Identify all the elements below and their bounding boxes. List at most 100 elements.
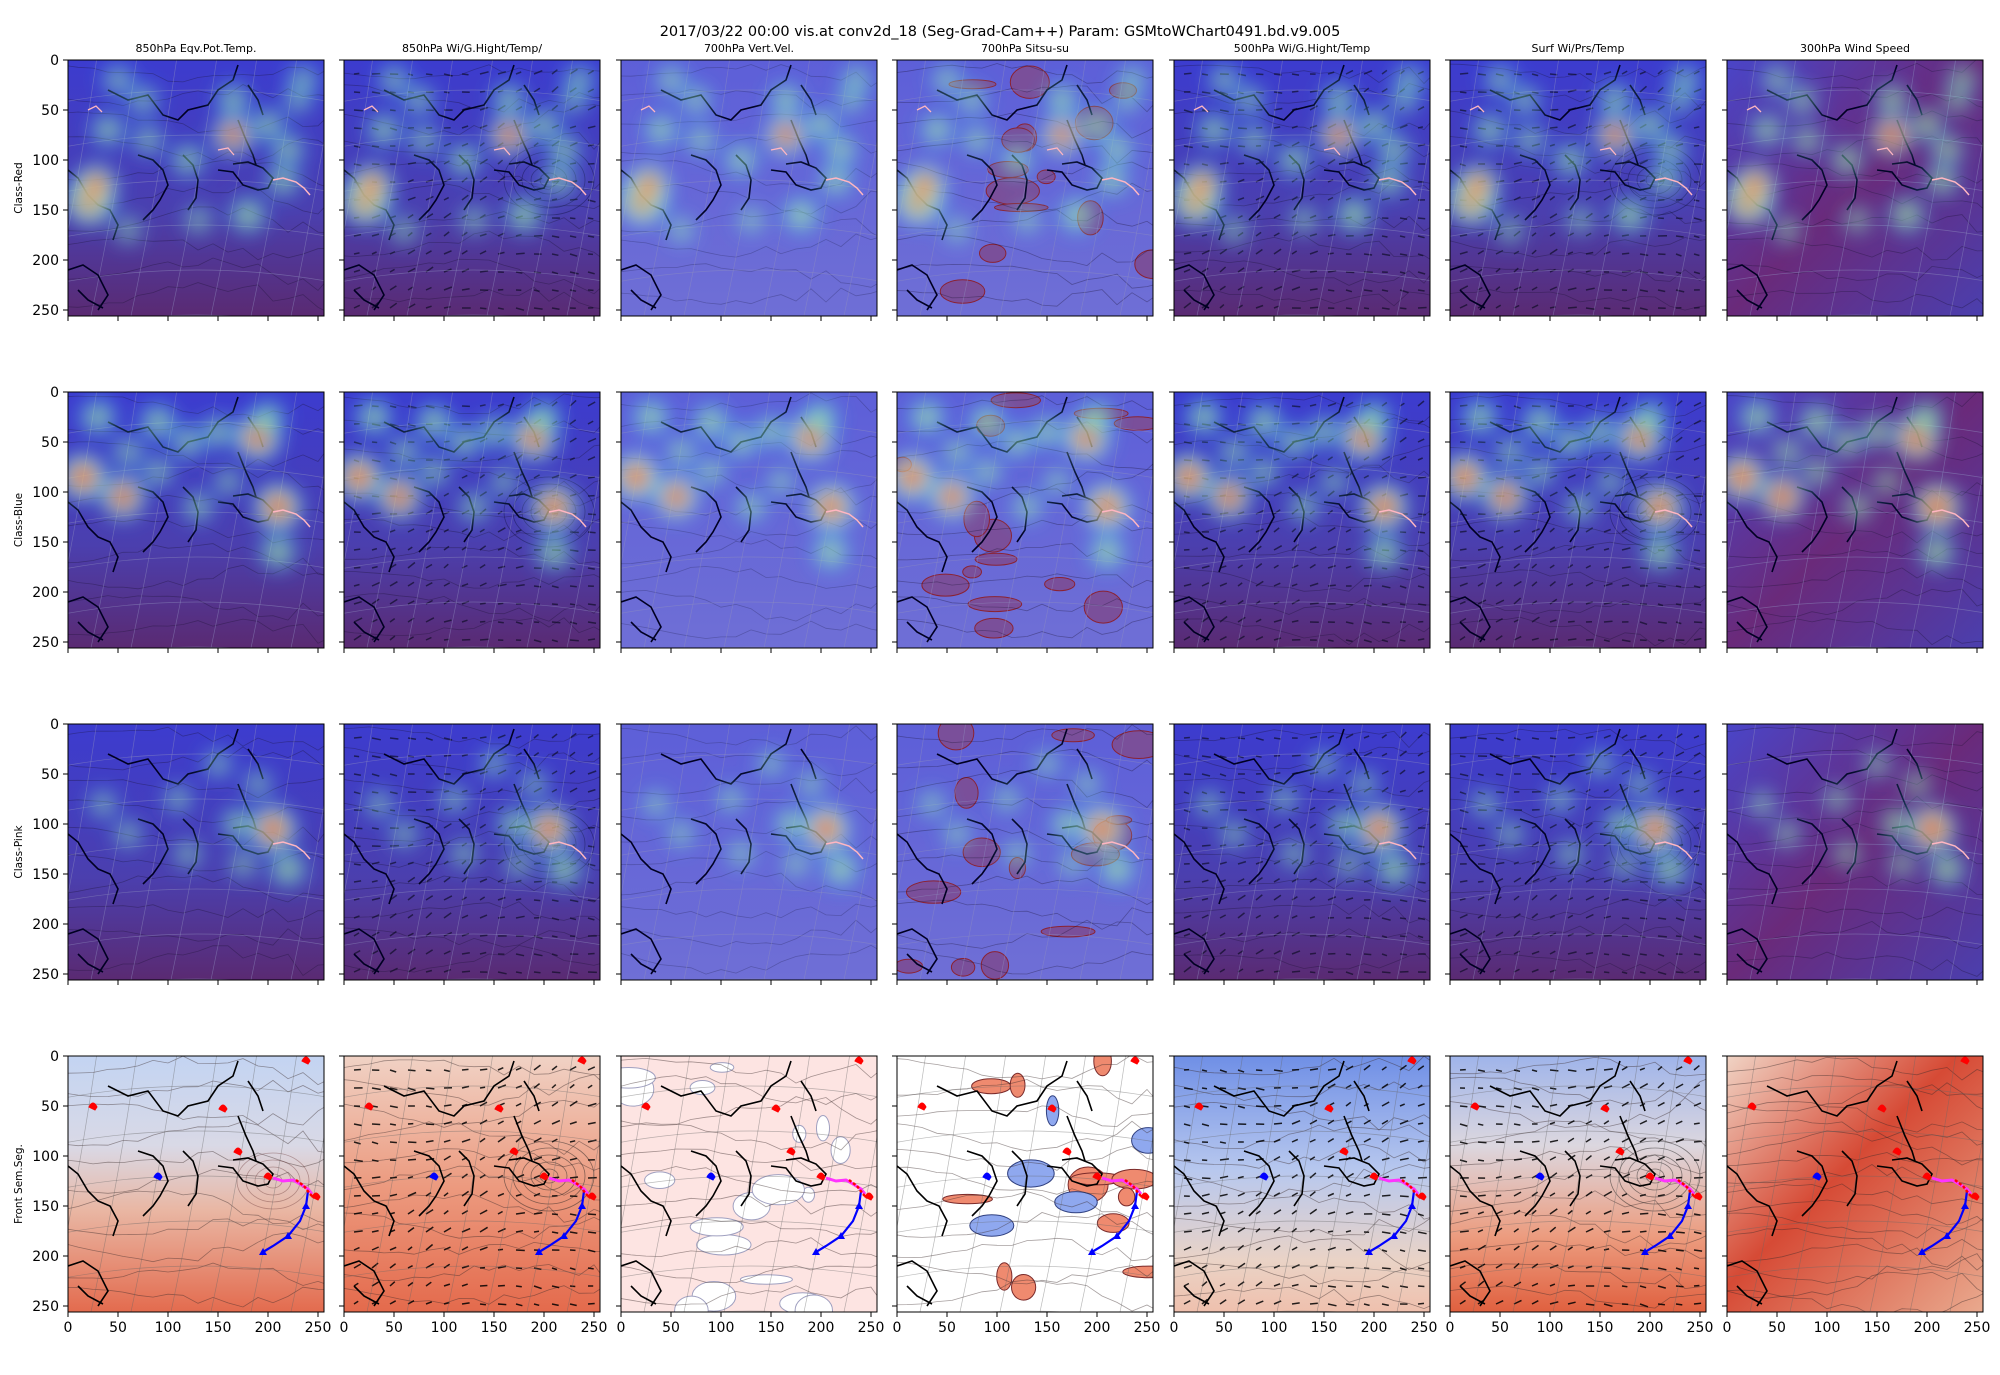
cold-front-marker <box>259 1248 267 1255</box>
blue-front-marker <box>153 1172 163 1181</box>
x-tick-label: 100 <box>1537 1320 1564 1336</box>
x-tick-label: 150 <box>1034 1320 1061 1336</box>
panel: 0 50 100 150 200 250 0 50 100 150 200 250 <box>32 1049 332 1336</box>
column-title: 500hPa Wi/G.Hight/Temp <box>1234 42 1370 55</box>
x-tick-label: 250 <box>305 1320 332 1336</box>
x-tick-label: 200 <box>1914 1320 1941 1336</box>
x-tick-label: 100 <box>155 1320 182 1336</box>
red-front-marker <box>1130 1056 1140 1065</box>
y-tick-label: 250 <box>32 635 59 651</box>
panel <box>616 723 878 985</box>
x-tick-label: 0 <box>1723 1320 1732 1336</box>
cold-front-marker <box>855 1202 863 1209</box>
red-front-marker <box>1645 1172 1655 1181</box>
x-tick-label: 50 <box>1491 1320 1509 1336</box>
red-front-marker <box>1877 1104 1887 1113</box>
row-label: Class-Blue <box>13 493 25 547</box>
cold-front-marker <box>1131 1202 1139 1209</box>
x-tick-label: 200 <box>531 1320 558 1336</box>
x-tick-label: 150 <box>481 1320 508 1336</box>
x-tick-label: 50 <box>938 1320 956 1336</box>
cold-front-marker <box>302 1202 310 1209</box>
cold-front-marker <box>1408 1202 1416 1209</box>
panel-frame <box>620 391 878 649</box>
panel <box>1445 391 1707 653</box>
panel-frame <box>67 1055 325 1313</box>
x-tick-label: 200 <box>808 1320 835 1336</box>
y-tick-label: 50 <box>41 767 59 783</box>
panel <box>1169 391 1431 653</box>
panel-frame <box>620 1055 878 1313</box>
figure-title: 2017/03/22 00:00 vis.at conv2d_18 (Seg-G… <box>659 24 1341 40</box>
panel-frame <box>1449 391 1707 649</box>
x-tick-label: 100 <box>984 1320 1011 1336</box>
panel-frame <box>67 391 325 649</box>
cold-front-marker <box>1918 1248 1926 1255</box>
y-tick-label: 0 <box>50 1049 59 1065</box>
panel <box>892 391 1154 653</box>
red-front-marker <box>1062 1147 1072 1156</box>
x-tick-label: 200 <box>1361 1320 1388 1336</box>
panel <box>1445 723 1707 985</box>
x-tick-label: 50 <box>1215 1320 1233 1336</box>
panel-frame <box>1726 723 1984 981</box>
panel <box>339 391 601 653</box>
cold-front-marker <box>284 1232 292 1239</box>
x-tick-label: 200 <box>1084 1320 1111 1336</box>
panel-frame <box>1173 59 1431 317</box>
x-tick-label: 150 <box>758 1320 785 1336</box>
panel-frame <box>896 1055 1154 1313</box>
blue-front-marker <box>982 1172 992 1181</box>
panel-frame <box>620 59 878 317</box>
red-front-marker <box>1615 1147 1625 1156</box>
blue-front-marker <box>1812 1172 1822 1181</box>
warm-front-line <box>825 1176 867 1195</box>
column-title: 700hPa Vert.Vel. <box>704 42 794 55</box>
x-tick-label: 250 <box>1964 1320 1991 1336</box>
panel <box>892 59 1154 321</box>
blue-front-marker <box>429 1172 439 1181</box>
red-front-marker <box>1970 1192 1980 1201</box>
cold-front-marker <box>578 1202 586 1209</box>
cold-front-marker <box>560 1232 568 1239</box>
panel-frame <box>896 723 1154 981</box>
x-tick-label: 50 <box>662 1320 680 1336</box>
panel <box>1169 723 1431 985</box>
red-front-marker <box>1417 1192 1427 1201</box>
blue-front-marker <box>1259 1172 1269 1181</box>
cold-front-marker <box>1666 1232 1674 1239</box>
panel: 0 50 100 150 200 250 <box>1169 1055 1437 1336</box>
red-front-marker <box>771 1104 781 1113</box>
panel: 0 50 100 150 200 250 <box>1445 1055 1713 1336</box>
red-front-marker <box>509 1147 519 1156</box>
y-tick-label: 200 <box>32 917 59 933</box>
panel-frame <box>896 391 1154 649</box>
x-tick-label: 100 <box>708 1320 735 1336</box>
warm-front-line <box>1378 1176 1420 1195</box>
row-label: Class-Pink <box>13 825 25 879</box>
y-tick-label: 150 <box>32 1199 59 1215</box>
column-title: 300hPa Wind Speed <box>1800 42 1910 55</box>
red-front-marker <box>577 1056 587 1065</box>
red-front-marker <box>311 1192 321 1201</box>
red-front-marker <box>364 1102 374 1111</box>
red-front-marker <box>1683 1056 1693 1065</box>
cold-front-marker <box>1641 1248 1649 1255</box>
panel <box>1722 59 1984 321</box>
red-front-marker <box>1339 1147 1349 1156</box>
row-label: Class-Red <box>13 162 25 213</box>
warm-front-line <box>272 1176 314 1195</box>
column-title: 700hPa Sitsu-su <box>981 42 1069 55</box>
red-front-marker <box>1140 1192 1150 1201</box>
red-front-marker <box>1369 1172 1379 1181</box>
cold-front-marker <box>812 1248 820 1255</box>
y-tick-label: 250 <box>32 1299 59 1315</box>
x-tick-label: 50 <box>385 1320 403 1336</box>
panel <box>1445 59 1707 321</box>
panel-frame <box>896 59 1154 317</box>
panel-frame <box>1173 391 1431 649</box>
red-front-marker <box>88 1102 98 1111</box>
panel-frame <box>343 59 601 317</box>
y-tick-label: 100 <box>32 817 59 833</box>
panel: 0 50 100 150 200 250 <box>339 1055 607 1336</box>
